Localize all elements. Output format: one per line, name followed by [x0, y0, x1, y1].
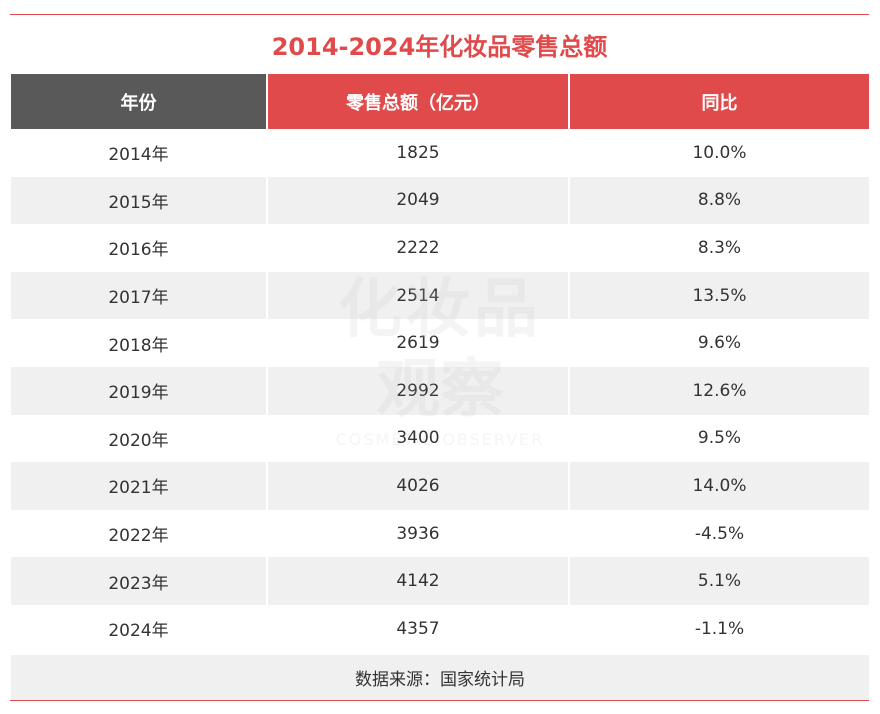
year-cell: 2017年	[11, 271, 268, 320]
table-row: 2014年 1825 10.0%	[11, 129, 869, 177]
table-row: 2024年 4357 -1.1%	[11, 604, 869, 653]
yoy-cell: 13.5%	[570, 271, 869, 320]
retail-total-cell: 3400	[268, 414, 570, 463]
table-row: 2023年 4142 5.1%	[11, 557, 869, 605]
yoy-cell: 8.8%	[570, 176, 869, 225]
table-header-row: 年份 零售总额（亿元） 同比	[11, 74, 869, 129]
retail-total-cell: 2049	[268, 176, 570, 225]
yoy-cell: 12.6%	[570, 366, 869, 415]
yoy-cell: 9.5%	[697, 428, 742, 449]
yoy-cell: 5.1%	[570, 557, 869, 605]
top-divider	[10, 14, 869, 15]
retail-total-cell: 2619	[268, 319, 570, 367]
year-cell: 2021年	[11, 462, 268, 510]
header-yoy: 同比	[570, 74, 869, 129]
retail-total-cell: 3936	[268, 509, 570, 558]
retail-total-cell: 1825	[268, 129, 570, 177]
table-row: 2020年 3400 9.5%	[11, 414, 869, 463]
table-row: 2018年 2619 9.6%	[11, 319, 869, 367]
retail-total-cell: 2222	[268, 224, 570, 272]
retail-total-cell: 2514	[268, 271, 570, 320]
yoy-cell: -1.1%	[694, 618, 745, 639]
year-cell: 2022年	[11, 509, 268, 558]
year-cell: 2019年	[11, 366, 268, 415]
year-cell: 2018年	[11, 319, 268, 367]
year-cell: 2023年	[11, 557, 268, 605]
retail-total-cell: 2992	[268, 366, 570, 415]
retail-total-cell: 4357	[268, 604, 570, 653]
retail-total-cell: 4026	[268, 462, 570, 510]
year-cell: 2020年	[11, 414, 268, 463]
retail-total-cell: 4142	[268, 557, 570, 605]
table-row: 2019年 2992 12.6%	[11, 366, 869, 415]
year-cell: 2015年	[11, 176, 268, 225]
table-row: 2021年 4026 14.0%	[11, 462, 869, 510]
data-table: 年份 零售总额（亿元） 同比 2014年 1825 10.0% 2015年 2049 8.…	[11, 74, 869, 653]
yoy-cell: 14.0%	[570, 462, 869, 510]
table-row: 2016年 2222 8.3%	[11, 224, 869, 272]
yoy-cell: 10.0%	[692, 142, 747, 163]
year-cell: 2014年	[11, 129, 268, 177]
yoy-cell: -4.5%	[694, 523, 745, 544]
yoy-cell: 9.6%	[697, 333, 742, 354]
table-title: 2014-2024年化妆品零售总额	[271, 33, 608, 61]
header-retail-total: 零售总额（亿元）	[268, 74, 570, 129]
table-body: 2014年 1825 10.0% 2015年 2049 8.8% 2016年 2222 8.3%…	[11, 129, 869, 653]
year-cell: 2024年	[11, 604, 268, 653]
header-year: 年份	[11, 74, 268, 129]
data-source: 数据来源：国家统计局	[11, 655, 869, 700]
bottom-divider	[10, 700, 869, 701]
yoy-cell: 8.3%	[697, 237, 742, 258]
table-row: 2017年 2514 13.5%	[11, 271, 869, 320]
year-cell: 2016年	[11, 224, 268, 272]
table-row: 2015年 2049 8.8%	[11, 176, 869, 225]
table-row: 2022年 3936 -4.5%	[11, 509, 869, 558]
